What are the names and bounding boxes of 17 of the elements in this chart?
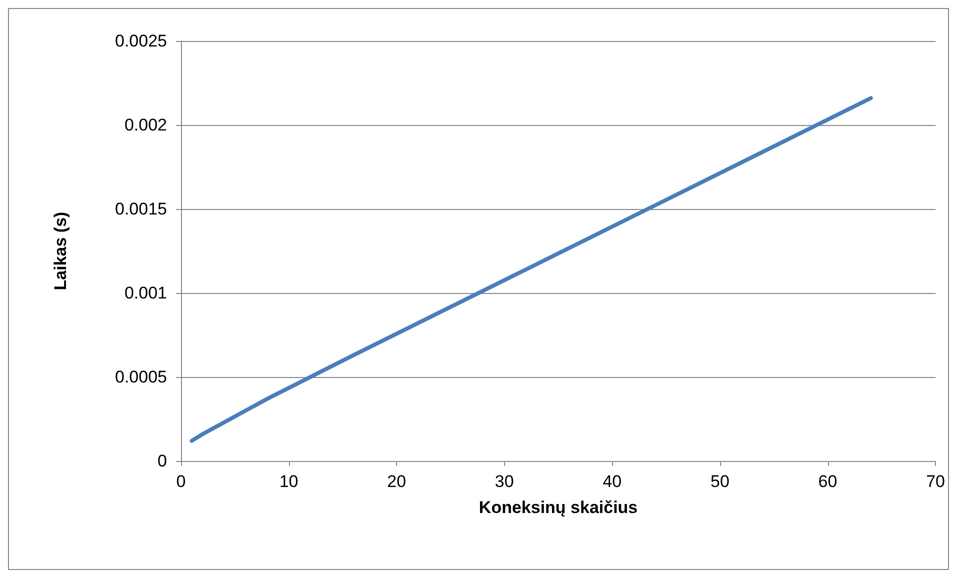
x-tick-label: 50 [710,472,730,491]
y-tick-label: 0.0005 [115,368,167,386]
x-tick-label: 60 [818,472,838,491]
y-tick-label: 0.001 [124,284,167,302]
y-tick-label: 0.0025 [115,32,167,50]
x-tick-label: 20 [387,472,406,491]
x-tick-label: 10 [279,472,298,491]
y-tick-label: 0.002 [124,116,167,134]
x-tick-label: 0 [176,472,186,491]
x-tick-label: 30 [494,472,514,491]
y-tick-label: 0.0015 [115,200,167,218]
x-axis-title: Koneksinų skaičius [478,498,638,517]
x-tick-label: 70 [926,472,946,491]
x-tick-label: 40 [602,472,622,491]
line-series [190,96,873,443]
y-axis-title: Laikas (s) [51,212,70,290]
y-tick-label: 0 [158,452,167,470]
